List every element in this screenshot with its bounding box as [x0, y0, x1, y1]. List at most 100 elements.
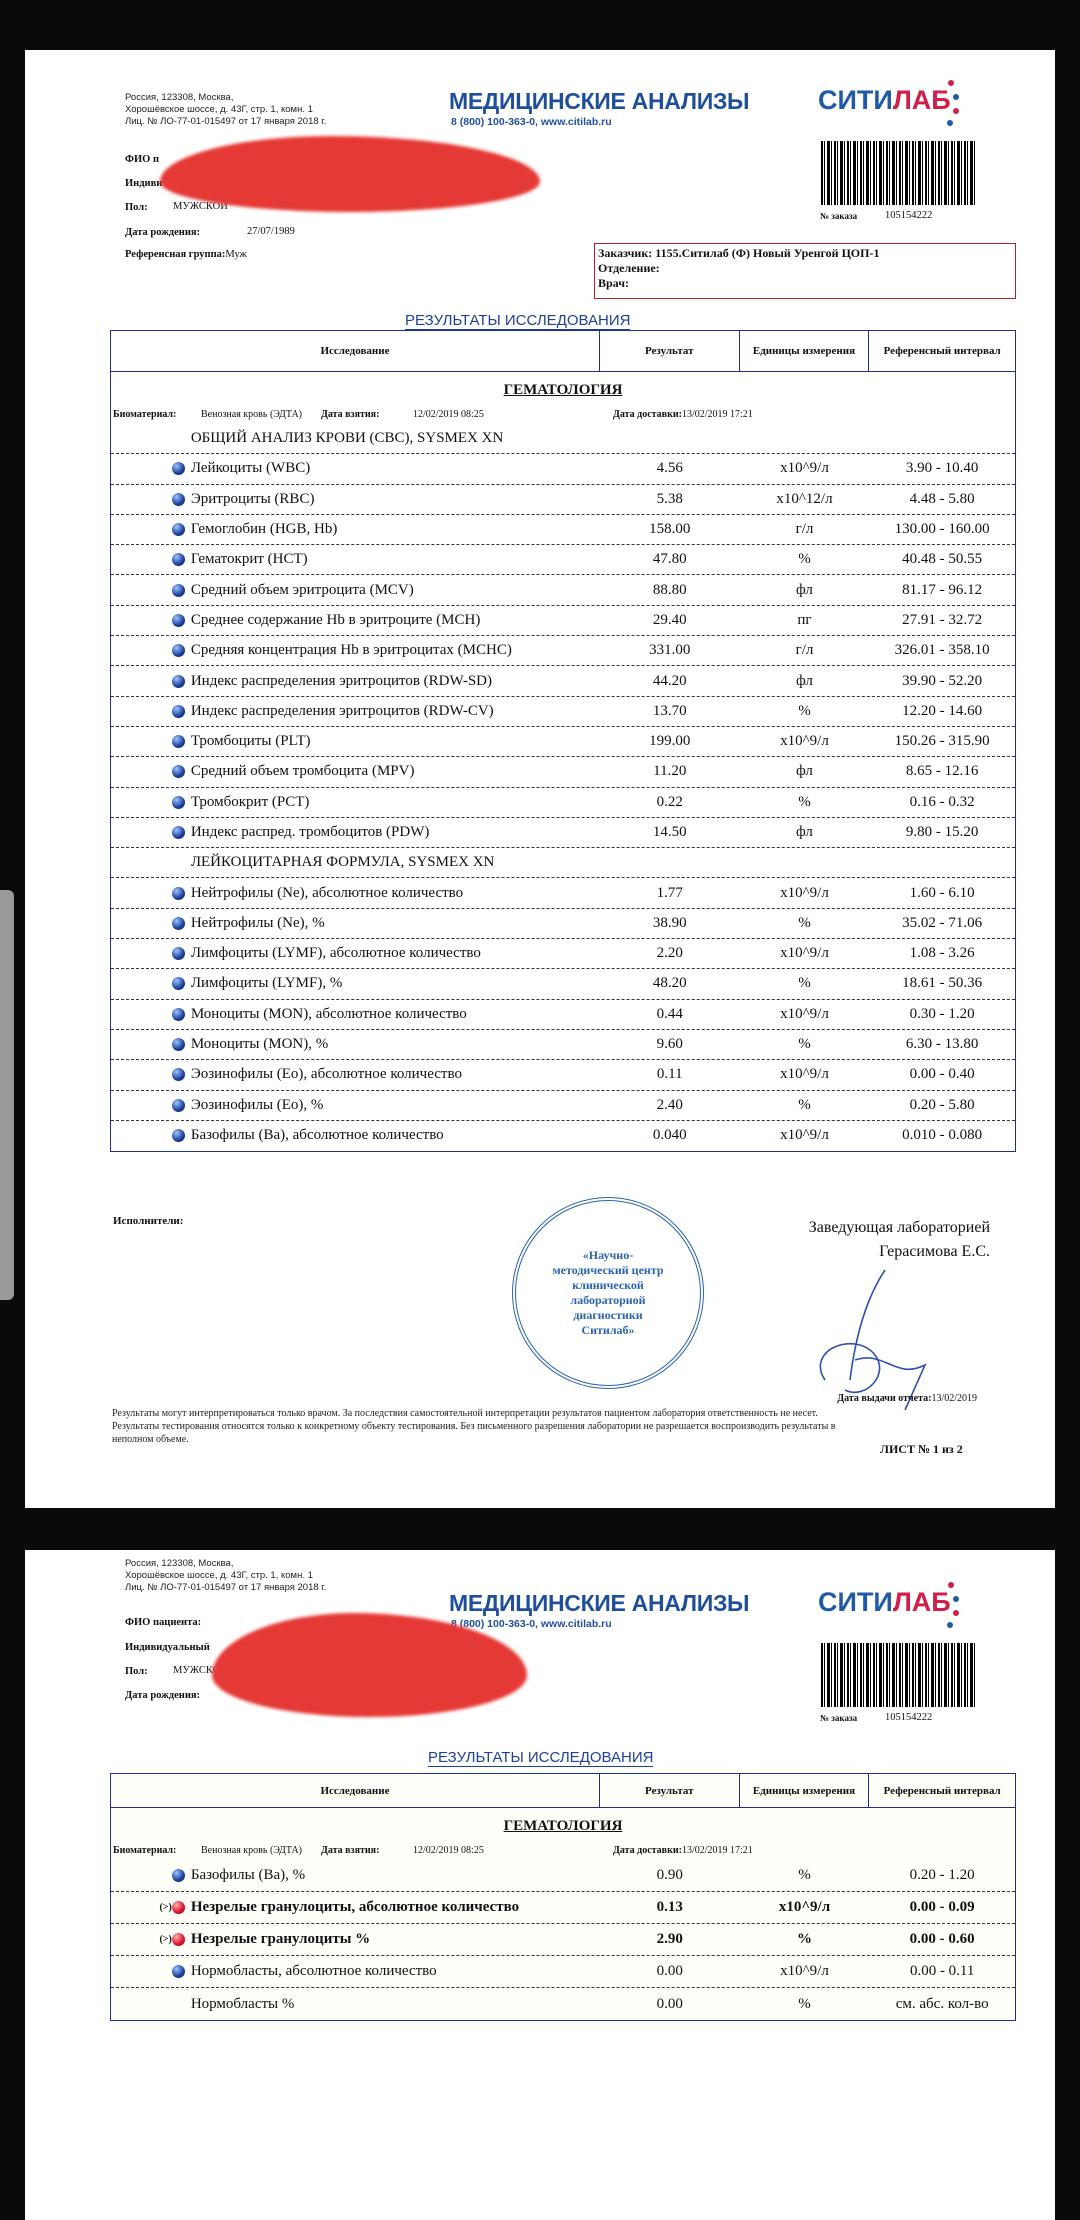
status-cell: [111, 704, 191, 718]
test-units: %: [798, 793, 811, 810]
table-row: Моноциты (MON), абсолютное количество 0.4…: [111, 1000, 1015, 1030]
table-row: Эозинофилы (Eo), абсолютное количество 0.…: [111, 1060, 1015, 1091]
high-flag: (>): [159, 1934, 172, 1945]
table-header: Исследование Результат Единицы измерения…: [111, 1774, 1015, 1808]
table-row: Эозинофилы (Eo), % 2.40% 0.20 - 5.80: [111, 1091, 1015, 1121]
test-ref: 0.010 - 0.080: [902, 1127, 983, 1144]
test-name: Лимфоциты (LYMF), абсолютное количество: [190, 945, 481, 962]
test-name: Нормобласты %: [190, 1995, 295, 2012]
normal-indicator-icon: [171, 1869, 185, 1882]
order-number: 105154222: [885, 210, 933, 221]
test-name: Моноциты (MON), абсолютное количество: [190, 1005, 467, 1022]
test-ref: 1.60 - 6.10: [909, 884, 975, 901]
address-line: Россия, 123308, Москва,: [125, 92, 234, 103]
test-units: x10^9/л: [780, 1005, 829, 1022]
sex-label: Пол:: [125, 1666, 148, 1677]
test-ref: 18.61 - 50.36: [902, 975, 983, 992]
fio-label: ФИО пациента:: [125, 1617, 202, 1628]
status-cell: [111, 977, 191, 991]
address-line: Хорошёвское шоссе, д. 43Г, стр. 1, комн.…: [125, 1570, 313, 1581]
test-result: 88.80: [652, 581, 687, 598]
status-cell: [111, 765, 191, 779]
test-name: Эозинофилы (Eo), %: [190, 1096, 324, 1113]
citilab-logo: СИТИЛАБ: [818, 1587, 951, 1617]
signature: [819, 1269, 927, 1411]
customer-box: Заказчик: 1155.Ситилаб (Ф) Новый Уренгой…: [594, 243, 1016, 299]
test-units: x10^9/л: [780, 884, 829, 901]
test-ref: 12.20 - 14.60: [902, 702, 983, 719]
normal-indicator-icon: [171, 765, 185, 779]
abnormal-indicator-icon: [171, 1901, 185, 1914]
test-result: 0.040: [652, 1127, 687, 1144]
report-page-2: Россия, 123308, Москва, Хорошёвское шосс…: [25, 1550, 1055, 2220]
col-units: Единицы измерения: [740, 1774, 870, 1807]
results-table: Исследование Результат Единицы измерения…: [110, 1773, 1016, 2021]
test-result: 199.00: [649, 733, 691, 750]
test-units: %: [796, 1931, 812, 1947]
id-label: Индивидуальный: [125, 1642, 210, 1653]
test-result: 4.56: [656, 460, 683, 477]
redaction-mark: [212, 1613, 527, 1717]
status-cell: [111, 462, 191, 476]
status-cell: [111, 1038, 191, 1052]
test-result: 13.70: [652, 702, 687, 719]
dob-label: Дата рождения:: [125, 227, 201, 238]
table-row: Индекс распределения эритроцитов (RDW-CV…: [111, 697, 1015, 727]
table-row: Лимфоциты (LYMF), % 48.20% 18.61 - 50.36: [111, 969, 1015, 1000]
normal-indicator-icon: [171, 1098, 185, 1112]
order-label: № заказа: [820, 1713, 858, 1723]
test-name: Эозинофилы (Eo), абсолютное количество: [190, 1066, 462, 1083]
test-name: Нейтрофилы (Ne), абсолютное количество: [190, 884, 464, 901]
col-ref: Референсный интервал: [883, 1784, 1001, 1797]
test-units: пг: [797, 611, 812, 628]
test-name: Эритроциты (RBC): [190, 490, 315, 507]
table-header: Исследование Результат Единицы измерения…: [111, 331, 1015, 372]
status-cell: [111, 583, 191, 597]
test-ref: 27.91 - 32.72: [902, 611, 983, 628]
table-row: Индекс распределения эритроцитов (RDW-SD…: [111, 666, 1015, 697]
status-cell: (>): [111, 1901, 191, 1914]
test-name: Базофилы (Ba), абсолютное количество: [190, 1127, 444, 1144]
scrollbar[interactable]: [0, 890, 14, 1300]
status-cell: [111, 1869, 191, 1882]
address-line: Лиц. № ЛО-77-01-015497 от 17 января 2018…: [125, 116, 327, 127]
dob-value: 27/07/1989: [247, 226, 295, 237]
test-units: фл: [796, 824, 813, 840]
head-of-lab: Заведующая лабораторией Герасимова Е.С.: [809, 1216, 990, 1264]
test-result: 2.20: [656, 945, 683, 962]
normal-indicator-icon: [171, 795, 185, 809]
test-result: 5.38: [656, 490, 683, 507]
test-result: 331.00: [649, 642, 691, 659]
test-result: 9.60: [656, 1036, 683, 1053]
test-name: Незрелые гранулоциты %: [190, 1931, 371, 1947]
group-name: ОБЩИЙ АНАЛИЗ КРОВИ (CBC), SYSMEX XN: [190, 430, 504, 447]
table-row: Нейтрофилы (Ne), % 38.90% 35.02 - 71.06: [111, 909, 1015, 940]
group-name: ЛЕЙКОЦИТАРНАЯ ФОРМУЛА, SYSMEX XN: [190, 854, 495, 871]
test-ref: 0.20 - 5.80: [909, 1096, 975, 1113]
normal-indicator-icon: [171, 977, 185, 991]
sex-label: Пол:: [125, 202, 148, 213]
status-cell: (>): [111, 1933, 191, 1946]
status-cell: [111, 492, 191, 506]
head-name: Герасимова Е.С.: [879, 1243, 990, 1260]
table-row: Нормобласты % 0.00% см. абс. кол-во: [111, 1988, 1015, 2020]
table-row: Среднее содержание Hb в эритроците (MCH)…: [111, 606, 1015, 637]
test-name: Лимфоциты (LYMF), %: [190, 975, 343, 992]
citilab-logo: СИТИЛАБ: [818, 85, 951, 115]
results-rows: ОБЩИЙ АНАЛИЗ КРОВИ (CBC), SYSMEX XN Лейко…: [111, 424, 1015, 1151]
status-cell: [111, 1007, 191, 1021]
status-cell: [111, 1098, 191, 1112]
status-cell: [111, 795, 191, 809]
test-result: 2.90: [656, 1931, 683, 1947]
sex-value: МУЖСКОЙ: [173, 1665, 228, 1676]
test-ref: 326.01 - 358.10: [894, 642, 990, 659]
test-result: 0.11: [656, 1066, 683, 1083]
test-ref: 6.30 - 13.80: [905, 1036, 979, 1053]
table-row: Тромбокрит (PCT) 0.22% 0.16 - 0.32: [111, 788, 1015, 818]
test-ref: 3.90 - 10.40: [905, 460, 979, 477]
test-ref: 1.08 - 3.26: [909, 945, 975, 962]
test-name: Индекс распределения эритроцитов (RDW-CV…: [190, 702, 494, 719]
test-units: x10^9/л: [780, 945, 829, 962]
normal-indicator-icon: [171, 735, 185, 749]
customer: Заказчик: 1155.Ситилаб (Ф) Новый Уренгой…: [598, 246, 880, 260]
